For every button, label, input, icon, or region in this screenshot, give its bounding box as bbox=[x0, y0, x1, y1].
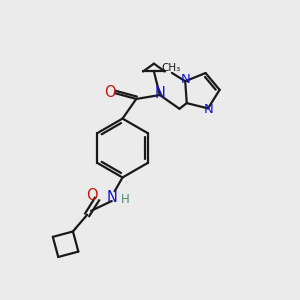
Text: H: H bbox=[121, 193, 130, 206]
Text: O: O bbox=[104, 85, 116, 100]
Text: CH₃: CH₃ bbox=[161, 63, 181, 73]
Text: N: N bbox=[154, 85, 165, 100]
Text: N: N bbox=[106, 190, 117, 205]
Text: N: N bbox=[204, 103, 214, 116]
Text: O: O bbox=[86, 188, 98, 202]
Text: N: N bbox=[180, 73, 190, 86]
